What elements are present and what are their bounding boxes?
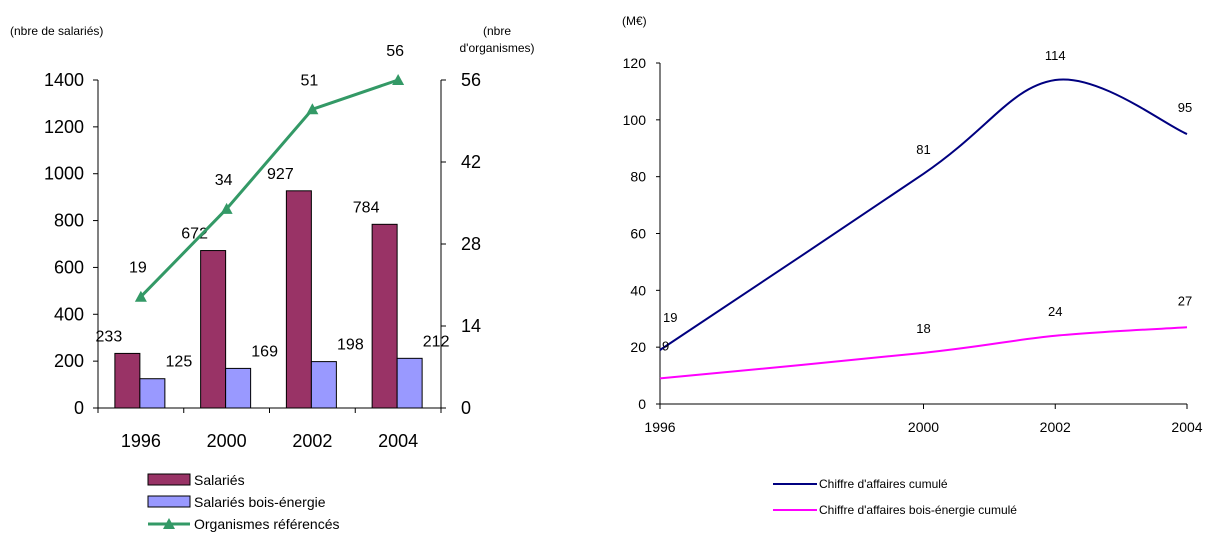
legend-swatch bbox=[147, 495, 191, 508]
x-tick-label: 2000 bbox=[207, 431, 247, 451]
legend-label: Salariés bois-énergie bbox=[194, 494, 326, 510]
line-chart-x-tick-label: 2000 bbox=[908, 419, 939, 435]
line-chart-y-tick-label: 80 bbox=[630, 169, 646, 185]
line-chiffre-affaires bbox=[659, 78, 1188, 351]
bar-salaries-bois-energie bbox=[396, 357, 423, 409]
line-chart-y-tick-label: 20 bbox=[630, 339, 646, 355]
right-y-tick-label: 0 bbox=[461, 398, 471, 418]
bar-salaries bbox=[200, 250, 227, 409]
legend-label: Salariés bbox=[194, 472, 245, 488]
line-value-label: 34 bbox=[215, 172, 233, 189]
left-y-tick-label: 0 bbox=[74, 398, 84, 418]
legend-label: Organismes référencés bbox=[194, 516, 340, 532]
left-y-tick-label: 400 bbox=[54, 304, 84, 324]
legend-triangle-marker bbox=[163, 518, 175, 529]
bar-value-label: 927 bbox=[267, 166, 294, 183]
legend-label: Chiffre d'affaires cumulé bbox=[819, 477, 948, 491]
legend-organismes: Organismes référencés bbox=[148, 516, 340, 532]
line-value-label: 24 bbox=[1048, 304, 1062, 319]
line-organismes bbox=[139, 78, 399, 298]
legend-swatch bbox=[147, 473, 191, 486]
line-chart-y-tick-label: 40 bbox=[630, 282, 646, 298]
line-chart-ylabel: (M€) bbox=[622, 14, 647, 28]
bar-value-label: 125 bbox=[166, 354, 193, 371]
line-chart-x-tick-label: 1996 bbox=[644, 419, 675, 435]
line-chiffre-affaires-bois-energie bbox=[659, 326, 1188, 380]
left-y-tick-label: 1400 bbox=[44, 70, 84, 90]
bar-value-label: 784 bbox=[353, 199, 380, 216]
line-value-label: 9 bbox=[662, 338, 669, 353]
line-value-label: 56 bbox=[386, 43, 404, 60]
line-value-label: 114 bbox=[1045, 48, 1066, 63]
x-tick-label: 1996 bbox=[121, 431, 161, 451]
legend-salaries: Salariés bbox=[147, 472, 245, 488]
bar-salaries-bois-energie bbox=[310, 361, 337, 409]
x-tick-label: 2004 bbox=[378, 431, 418, 451]
line-value-label: 51 bbox=[300, 72, 318, 89]
bar-value-label: 212 bbox=[423, 333, 450, 350]
line-value-label: 19 bbox=[663, 310, 677, 325]
right-y-tick-label: 14 bbox=[461, 316, 481, 336]
triangle-marker bbox=[134, 290, 147, 302]
bar-value-label: 198 bbox=[337, 337, 364, 354]
left-y-tick-label: 1200 bbox=[44, 117, 84, 137]
bar-value-label: 169 bbox=[251, 343, 278, 360]
right-ylabel-line2: d'organismes) bbox=[460, 41, 535, 55]
bar-value-label: 233 bbox=[96, 328, 123, 345]
left-ylabel: (nbre de salariés) bbox=[10, 24, 103, 38]
line-value-label: 95 bbox=[1178, 100, 1192, 115]
line-value-label: 19 bbox=[129, 260, 147, 277]
bar-salaries bbox=[371, 223, 398, 409]
line-chart-y-tick-label: 120 bbox=[623, 55, 647, 71]
legend-salaries-bois-energie: Salariés bois-énergie bbox=[147, 494, 326, 510]
line-chart-y-tick-label: 0 bbox=[638, 396, 646, 412]
right-y-tick-label: 42 bbox=[461, 152, 481, 172]
line-chart-x-tick-label: 2002 bbox=[1040, 419, 1071, 435]
line-value-label: 18 bbox=[916, 321, 930, 336]
bar-salaries bbox=[285, 190, 312, 409]
left-y-tick-label: 1000 bbox=[44, 164, 84, 184]
bar-salaries-bois-energie bbox=[139, 378, 166, 409]
legend-label: Chiffre d'affaires bois-énergie cumulé bbox=[819, 503, 1017, 517]
line-chart-y-tick-label: 100 bbox=[623, 112, 647, 128]
bar-value-label: 672 bbox=[181, 226, 208, 243]
line-value-label: 81 bbox=[916, 142, 930, 157]
bar-salaries-bois-energie bbox=[225, 367, 252, 409]
triangle-marker bbox=[306, 103, 319, 115]
line-chart-x-tick-label: 2004 bbox=[1171, 419, 1202, 435]
x-tick-label: 2002 bbox=[292, 431, 332, 451]
line-value-label: 27 bbox=[1178, 293, 1192, 308]
right-y-tick-label: 56 bbox=[461, 70, 481, 90]
triangle-marker bbox=[392, 74, 405, 85]
line-chart-y-tick-label: 60 bbox=[630, 226, 646, 242]
left-y-tick-label: 800 bbox=[54, 211, 84, 231]
right-y-tick-label: 28 bbox=[461, 234, 481, 254]
bar-chart: 0 200 400 600 800 1000 1200 1400 0 14 28 42 56 1996 20… bbox=[44, 43, 481, 532]
legend-chiffre-affaires-bois-energie: Chiffre d'affaires bois-énergie cumulé bbox=[773, 503, 1017, 517]
triangle-marker bbox=[220, 202, 233, 214]
bar-salaries bbox=[114, 352, 141, 409]
legend-chiffre-affaires: Chiffre d'affaires cumulé bbox=[773, 477, 948, 491]
left-y-tick-label: 200 bbox=[54, 351, 84, 371]
left-y-tick-label: 600 bbox=[54, 257, 84, 277]
right-ylabel-line1: (nbre bbox=[483, 24, 511, 38]
line-chart: 0 20 40 60 80 100 120 1996 2000 2002 2004 19 81 114 95… bbox=[623, 48, 1203, 517]
